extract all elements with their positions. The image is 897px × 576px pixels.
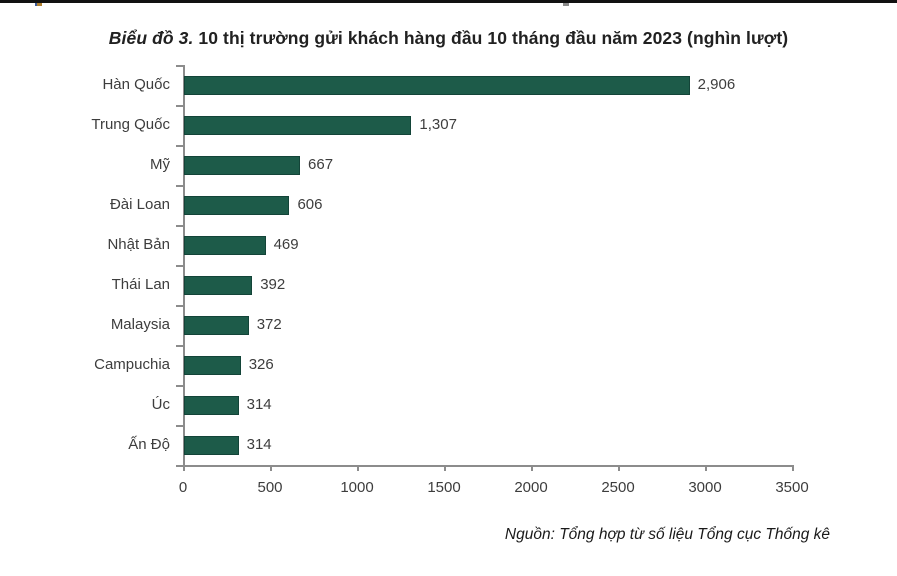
x-axis (183, 465, 794, 467)
x-axis-tick (183, 465, 185, 471)
bar-value-label: 314 (246, 396, 272, 413)
y-axis (183, 65, 185, 465)
source-note: Nguồn: Tổng hợp từ số liệu Tổng cục Thốn… (504, 526, 830, 543)
category-label: Đài Loan (109, 196, 170, 213)
bar-value-label: 469 (273, 236, 299, 253)
category-label: Úc (151, 396, 170, 413)
chart-title-prefix: Biểu đồ 3. (108, 28, 194, 48)
x-axis-tick-label: 2000 (514, 479, 548, 496)
y-axis-tick (176, 185, 183, 187)
category-label: Ấn Độ (128, 436, 170, 453)
bar-value-label: 392 (260, 276, 286, 293)
bar-value-label: 326 (248, 356, 274, 373)
x-axis-tick (531, 465, 533, 471)
y-axis-tick (176, 345, 183, 347)
bar-value-label: 372 (256, 316, 282, 333)
y-axis-tick (176, 225, 183, 227)
x-axis-tick-label: 2500 (601, 479, 635, 496)
chart-title: Biểu đồ 3. 10 thị trường gửi khách hàng … (0, 28, 897, 49)
x-axis-tick (357, 465, 359, 471)
category-label: Mỹ (150, 156, 170, 173)
bar-value-label: 2,906 (697, 76, 736, 93)
page-crop-artifact (563, 3, 569, 6)
bar (184, 235, 266, 255)
bar (184, 355, 241, 375)
x-axis-tick-label: 3500 (775, 479, 809, 496)
bar-value-label: 667 (308, 156, 334, 173)
page-top-rule (0, 0, 897, 3)
bar-value-label: 606 (297, 196, 323, 213)
x-axis-tick-label: 1500 (427, 479, 461, 496)
bar (184, 155, 301, 175)
category-label: Campuchia (94, 356, 170, 373)
category-label: Hàn Quốc (102, 76, 170, 93)
x-axis-tick (792, 465, 794, 471)
page-crop-artifact (35, 3, 42, 6)
x-axis-tick (618, 465, 620, 471)
category-label: Malaysia (110, 316, 170, 333)
y-axis-tick (176, 465, 183, 467)
y-axis-tick (176, 425, 183, 427)
y-axis-tick (176, 65, 183, 67)
category-label: Trung Quốc (91, 116, 170, 133)
bar (184, 315, 249, 335)
x-axis-tick-label: 0 (178, 479, 188, 496)
bar (184, 75, 690, 95)
bar (184, 435, 239, 455)
x-axis-tick (270, 465, 272, 471)
chart-title-text: 10 thị trường gửi khách hàng đầu 10 thán… (193, 28, 789, 48)
y-axis-tick (176, 105, 183, 107)
bar (184, 115, 412, 135)
y-axis-tick (176, 145, 183, 147)
x-axis-tick-label: 500 (257, 479, 283, 496)
x-axis-tick-label: 3000 (688, 479, 722, 496)
x-axis-tick (444, 465, 446, 471)
bar (184, 395, 239, 415)
bar-value-label: 314 (246, 436, 272, 453)
bar (184, 275, 253, 295)
y-axis-tick (176, 265, 183, 267)
y-axis-tick (176, 305, 183, 307)
bar-value-label: 1,307 (419, 116, 457, 133)
y-axis-tick (176, 385, 183, 387)
bar (184, 195, 290, 215)
category-label: Nhật Bản (107, 236, 170, 253)
x-axis-tick-label: 1000 (340, 479, 374, 496)
category-label: Thái Lan (111, 276, 170, 293)
x-axis-tick (705, 465, 707, 471)
